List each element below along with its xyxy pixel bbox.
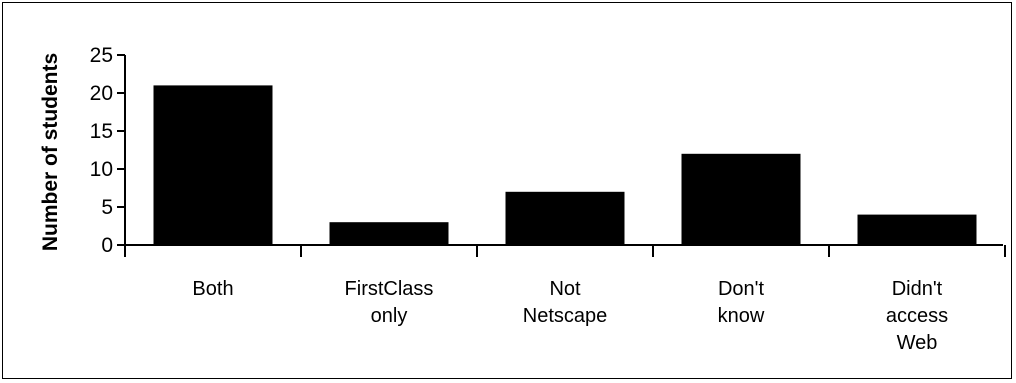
- y-tick-label: 15: [90, 120, 113, 143]
- bar: [153, 85, 273, 246]
- bars: [153, 85, 977, 246]
- y-tick-label: 10: [90, 158, 113, 181]
- bar: [329, 222, 449, 245]
- y-tick-label: 5: [101, 196, 113, 219]
- y-tick-label: 25: [90, 44, 113, 67]
- x-category-label: Don't know: [718, 278, 765, 327]
- x-category-label: Both: [192, 278, 233, 300]
- y-axis-title: Number of students: [39, 53, 62, 251]
- bar: [681, 153, 801, 245]
- y-tick-label: 20: [90, 82, 113, 105]
- y-ticks: 0 5 10 15 20 25: [90, 44, 125, 257]
- y-tick-label: 0: [101, 234, 113, 257]
- x-category-label: Not Netscape: [523, 278, 608, 327]
- bar: [505, 191, 625, 245]
- chart-frame: [2, 2, 1012, 379]
- x-category-label: Didn't access Web: [886, 278, 948, 354]
- x-category-label: FirstClass only: [345, 278, 434, 327]
- y-axis-title-group: Number of students: [39, 53, 62, 251]
- bar: [857, 214, 977, 245]
- x-labels: Both FirstClass only Not Netscape Don't know Di…: [192, 278, 948, 354]
